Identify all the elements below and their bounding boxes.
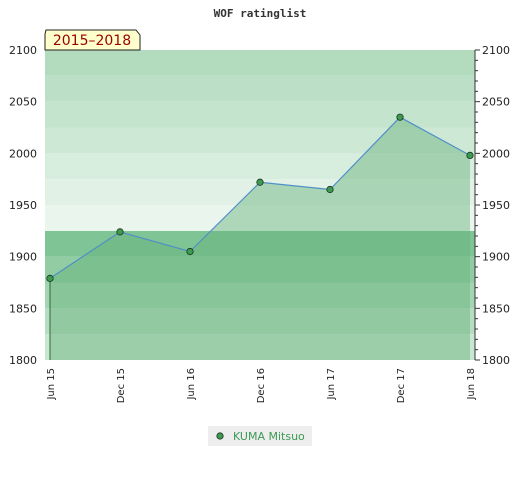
legend[interactable]: KUMA Mitsuo bbox=[208, 426, 312, 446]
grid-band bbox=[45, 230, 475, 257]
x-tick-label: Jun 17 bbox=[326, 368, 337, 401]
grid-band bbox=[45, 101, 475, 128]
data-points bbox=[46, 113, 474, 282]
x-tick-label: Jun 15 bbox=[46, 368, 57, 401]
x-tick-label: Dec 16 bbox=[256, 368, 267, 403]
legend-box bbox=[208, 426, 312, 446]
data-point bbox=[396, 113, 404, 121]
data-point bbox=[256, 178, 264, 186]
grid-band bbox=[45, 127, 475, 154]
y-tick-label-right: 2100 bbox=[482, 44, 510, 57]
grid-band bbox=[45, 153, 475, 180]
x-tick-label: Jun 16 bbox=[186, 368, 197, 401]
data-point bbox=[116, 228, 124, 236]
x-tick-label: Jun 18 bbox=[466, 368, 477, 401]
data-point bbox=[186, 247, 194, 256]
x-tick-label: Dec 15 bbox=[116, 368, 127, 403]
grid-band bbox=[45, 205, 475, 231]
y-tick-label-left: 1900 bbox=[9, 251, 37, 264]
period-badge-box bbox=[44, 29, 141, 51]
y-tick-label-left: 1850 bbox=[9, 302, 37, 315]
y-tick-label-left: 1800 bbox=[9, 354, 37, 367]
y-tick-label-right: 1800 bbox=[482, 354, 510, 367]
y-tick-label-right: 2000 bbox=[482, 147, 510, 160]
period-badge: 2015–2018 bbox=[44, 29, 141, 51]
legend-marker bbox=[216, 432, 224, 440]
series-area bbox=[50, 117, 470, 361]
grid-band bbox=[45, 256, 475, 283]
x-tick-label: Dec 17 bbox=[396, 368, 407, 403]
y-axis-left: 1800 1850 1900 1950 2000 2050 2100 bbox=[9, 44, 37, 367]
y-tick-label-left: 1950 bbox=[9, 199, 37, 212]
grid-band bbox=[45, 334, 475, 360]
y-tick-label-right: 1850 bbox=[482, 302, 510, 315]
grid-band bbox=[45, 50, 475, 76]
y-tick-label-right: 2050 bbox=[482, 96, 510, 109]
y-tick-label-right: 1950 bbox=[482, 199, 510, 212]
data-point bbox=[466, 151, 474, 159]
grid-band bbox=[45, 308, 475, 335]
y-tick-label-left: 2100 bbox=[9, 44, 37, 57]
y-tick-label-left: 2050 bbox=[9, 96, 37, 109]
data-point bbox=[326, 185, 334, 194]
chart-title: WOF ratinglist bbox=[214, 7, 307, 20]
y-axis-right: 1800 1850 1900 1950 2000 2050 2100 bbox=[474, 44, 510, 367]
grid-band bbox=[45, 282, 475, 309]
data-point bbox=[46, 274, 54, 282]
grid-band bbox=[45, 75, 475, 102]
period-label: 2015–2018 bbox=[53, 33, 131, 49]
y-tick-label-right: 1900 bbox=[482, 251, 510, 264]
y-tick-label-left: 2000 bbox=[9, 147, 37, 160]
legend-label: KUMA Mitsuo bbox=[233, 430, 305, 443]
x-axis: Jun 15 Dec 15 Jun 16 Dec 16 Jun 17 Dec 17 Jun … bbox=[46, 368, 477, 403]
background-bands bbox=[45, 50, 475, 360]
